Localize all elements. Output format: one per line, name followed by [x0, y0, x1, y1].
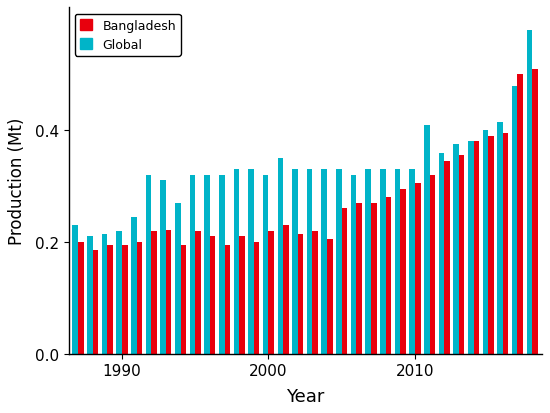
Bar	[292, 170, 298, 354]
Bar	[371, 203, 377, 354]
Bar	[107, 245, 113, 354]
Bar	[146, 176, 151, 354]
Bar	[444, 161, 450, 354]
Bar	[356, 203, 362, 354]
Bar	[131, 217, 136, 354]
Bar	[161, 181, 166, 354]
Bar	[488, 136, 494, 354]
Bar	[518, 75, 523, 354]
Bar	[336, 170, 342, 354]
Bar	[204, 176, 210, 354]
Bar	[503, 134, 508, 354]
Bar	[122, 245, 128, 354]
Bar	[278, 159, 283, 354]
Bar	[298, 234, 304, 354]
Bar	[424, 125, 430, 354]
Bar	[453, 145, 459, 354]
Bar	[263, 176, 268, 354]
Bar	[166, 230, 172, 354]
Bar	[87, 237, 93, 354]
Bar	[93, 251, 98, 354]
Bar	[474, 142, 479, 354]
Bar	[239, 237, 245, 354]
Bar	[219, 176, 224, 354]
Bar	[468, 142, 474, 354]
Bar	[180, 245, 186, 354]
Bar	[190, 176, 195, 354]
Bar	[322, 170, 327, 354]
Bar	[365, 170, 371, 354]
Bar	[497, 123, 503, 354]
Bar	[351, 176, 356, 354]
Bar	[459, 156, 464, 354]
Bar	[175, 203, 180, 354]
Bar	[400, 190, 406, 354]
Bar	[117, 231, 122, 354]
Bar	[78, 242, 84, 354]
Bar	[224, 245, 230, 354]
Bar	[380, 170, 386, 354]
Bar	[195, 231, 201, 354]
Bar	[307, 170, 312, 354]
Bar	[136, 242, 142, 354]
Bar	[312, 231, 318, 354]
Bar	[327, 240, 333, 354]
Bar	[395, 170, 400, 354]
Bar	[254, 242, 260, 354]
Bar	[430, 176, 435, 354]
Bar	[526, 31, 532, 354]
Bar	[483, 131, 488, 354]
Bar	[283, 225, 289, 354]
Bar	[234, 170, 239, 354]
Bar	[386, 198, 391, 354]
Bar	[151, 231, 157, 354]
Bar	[342, 209, 347, 354]
Bar	[512, 86, 518, 354]
Bar	[102, 234, 107, 354]
X-axis label: Year: Year	[286, 387, 324, 405]
Bar	[268, 231, 274, 354]
Bar	[532, 70, 538, 354]
Bar	[439, 153, 444, 354]
Bar	[409, 170, 415, 354]
Y-axis label: Production (Mt): Production (Mt)	[8, 118, 26, 244]
Bar	[73, 225, 78, 354]
Bar	[248, 170, 254, 354]
Legend: Bangladesh, Global: Bangladesh, Global	[75, 14, 181, 57]
Bar	[415, 184, 421, 354]
Bar	[210, 237, 216, 354]
